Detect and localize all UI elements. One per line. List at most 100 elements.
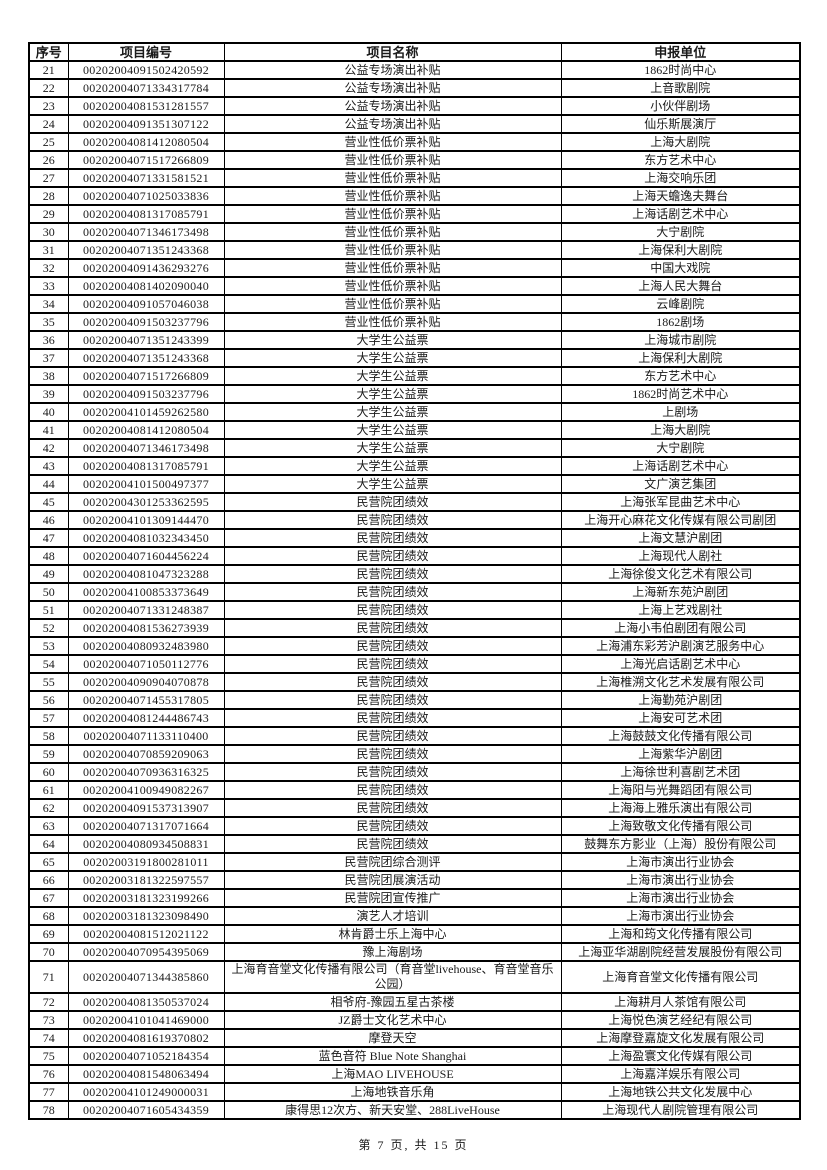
table-row: 57 00202004081244486743 民营院团绩效 上海安可艺术团 xyxy=(28,708,801,728)
cell-name: 民营院团绩效 xyxy=(223,600,562,620)
cell-code: 00202004071604456224 xyxy=(67,546,225,566)
cell-code: 00202004071334317784 xyxy=(67,78,225,98)
cell-org: 上海致敬文化传播有限公司 xyxy=(560,816,801,836)
cell-code: 00202004101500497377 xyxy=(67,474,225,494)
table-row: 55 00202004090904070878 民营院团绩效 上海椎溯文化艺术发展有限… xyxy=(28,672,801,692)
cell-org: 上海大剧院 xyxy=(560,420,801,440)
table-row: 64 00202004080934508831 民营院团绩效 鼓舞东方影业（上海）股份… xyxy=(28,834,801,854)
cell-code: 00202004101459262580 xyxy=(67,402,225,422)
cell-no: 27 xyxy=(28,168,69,188)
cell-code: 00202004081412080504 xyxy=(67,132,225,152)
cell-no: 58 xyxy=(28,726,69,746)
cell-code: 00202004071317071664 xyxy=(67,816,225,836)
cell-no: 77 xyxy=(28,1082,69,1102)
cell-org: 上海话剧艺术中心 xyxy=(560,204,801,224)
cell-no: 61 xyxy=(28,780,69,800)
cell-no: 62 xyxy=(28,798,69,818)
cell-org: 1862时尚中心 xyxy=(560,60,801,80)
cell-org: 上海地铁公共文化发展中心 xyxy=(560,1082,801,1102)
cell-org: 上海阳与光舞蹈团有限公司 xyxy=(560,780,801,800)
table-row: 59 00202004070859209063 民营院团绩效 上海紫华沪剧团 xyxy=(28,744,801,764)
cell-name: 公益专场演出补贴 xyxy=(223,78,562,98)
table-row: 74 00202004081619370802 摩登天空 上海摩登嘉旋文化发展有限公司 xyxy=(28,1028,801,1048)
cell-no: 53 xyxy=(28,636,69,656)
table-body: 21 00202004091502420592 公益专场演出补贴 1862时尚中心 22… xyxy=(28,60,801,1120)
cell-code: 00202004081244486743 xyxy=(67,708,225,728)
cell-code: 00202004071052184354 xyxy=(67,1046,225,1066)
cell-no: 60 xyxy=(28,762,69,782)
cell-code: 00202004081317085791 xyxy=(67,204,225,224)
cell-org: 上海新东苑沪剧团 xyxy=(560,582,801,602)
cell-name: 上海MAO LIVEHOUSE xyxy=(223,1064,562,1084)
cell-code: 00202004091436293276 xyxy=(67,258,225,278)
table-row: 50 00202004100853373649 民营院团绩效 上海新东苑沪剧团 xyxy=(28,582,801,602)
cell-name: 民营院团绩效 xyxy=(223,672,562,692)
cell-org: 上海交响乐团 xyxy=(560,168,801,188)
cell-org: 上海勤苑沪剧团 xyxy=(560,690,801,710)
cell-org: 上海海上雅乐演出有限公司 xyxy=(560,798,801,818)
cell-name: 营业性低价票补贴 xyxy=(223,294,562,314)
cell-no: 29 xyxy=(28,204,69,224)
cell-code: 00202003181323098490 xyxy=(67,906,225,926)
cell-no: 56 xyxy=(28,690,69,710)
cell-org: 上海现代人剧院管理有限公司 xyxy=(560,1100,801,1120)
table-row: 21 00202004091502420592 公益专场演出补贴 1862时尚中心 xyxy=(28,60,801,80)
cell-no: 52 xyxy=(28,618,69,638)
cell-org: 上海耕月人茶馆有限公司 xyxy=(560,992,801,1012)
cell-name: 上海育音堂文化传播有限公司（育音堂livehouse、育音堂音乐公园） xyxy=(223,960,562,994)
cell-no: 71 xyxy=(28,960,69,994)
cell-org: 东方艺术中心 xyxy=(560,150,801,170)
cell-org: 上海和筠文化传播有限公司 xyxy=(560,924,801,944)
table-row: 69 00202004081512021122 林肯爵士乐上海中心 上海和筠文化传播有… xyxy=(28,924,801,944)
cell-org: 上海文慧沪剧团 xyxy=(560,528,801,548)
project-table: 序号 项目编号 项目名称 申报单位 21 00202004091502420592 公益专… xyxy=(28,42,801,1120)
table-row: 28 00202004071025033836 营业性低价票补贴 上海天蟾逸夫舞台 xyxy=(28,186,801,206)
cell-code: 00202003181322597557 xyxy=(67,870,225,890)
cell-no: 32 xyxy=(28,258,69,278)
cell-code: 00202004071517266809 xyxy=(67,150,225,170)
cell-no: 34 xyxy=(28,294,69,314)
cell-code: 00202004301253362595 xyxy=(67,492,225,512)
cell-name: 营业性低价票补贴 xyxy=(223,204,562,224)
cell-name: 民营院团绩效 xyxy=(223,564,562,584)
cell-name: 营业性低价票补贴 xyxy=(223,258,562,278)
cell-org: 上海光启话剧艺术中心 xyxy=(560,654,801,674)
cell-name: 民营院团宣传推广 xyxy=(223,888,562,908)
cell-no: 76 xyxy=(28,1064,69,1084)
table-row: 31 00202004071351243368 营业性低价票补贴 上海保利大剧院 xyxy=(28,240,801,260)
cell-code: 00202004071455317805 xyxy=(67,690,225,710)
cell-code: 00202004081412080504 xyxy=(67,420,225,440)
cell-name: 营业性低价票补贴 xyxy=(223,132,562,152)
cell-name: 大学生公益票 xyxy=(223,456,562,476)
cell-no: 55 xyxy=(28,672,69,692)
cell-no: 42 xyxy=(28,438,69,458)
cell-code: 00202004071331248387 xyxy=(67,600,225,620)
cell-no: 43 xyxy=(28,456,69,476)
cell-code: 00202004071517266809 xyxy=(67,366,225,386)
cell-no: 69 xyxy=(28,924,69,944)
cell-no: 66 xyxy=(28,870,69,890)
cell-name: 民营院团绩效 xyxy=(223,546,562,566)
table-row: 53 00202004080932483980 民营院团绩效 上海浦东彩芳沪剧演艺服务… xyxy=(28,636,801,656)
cell-no: 47 xyxy=(28,528,69,548)
cell-code: 00202004100853373649 xyxy=(67,582,225,602)
cell-code: 00202004071605434359 xyxy=(67,1100,225,1120)
cell-name: 民营院团绩效 xyxy=(223,690,562,710)
table-row: 46 00202004101309144470 民营院团绩效 上海开心麻花文化传媒有限… xyxy=(28,510,801,530)
cell-name: 民营院团展演活动 xyxy=(223,870,562,890)
cell-no: 45 xyxy=(28,492,69,512)
table-row: 77 00202004101249000031 上海地铁音乐角 上海地铁公共文化发展中… xyxy=(28,1082,801,1102)
cell-name: 民营院团绩效 xyxy=(223,834,562,854)
table-row: 35 00202004091503237796 营业性低价票补贴 1862剧场 xyxy=(28,312,801,332)
cell-name: 民营院团绩效 xyxy=(223,708,562,728)
cell-code: 00202004081317085791 xyxy=(67,456,225,476)
cell-no: 75 xyxy=(28,1046,69,1066)
cell-org: 上海盈寰文化传媒有限公司 xyxy=(560,1046,801,1066)
cell-name: 民营院团绩效 xyxy=(223,798,562,818)
cell-code: 00202004071351243368 xyxy=(67,348,225,368)
cell-code: 00202004081536273939 xyxy=(67,618,225,638)
cell-org: 上海市演出行业协会 xyxy=(560,906,801,926)
table-row: 33 00202004081402090040 营业性低价票补贴 上海人民大舞台 xyxy=(28,276,801,296)
cell-no: 64 xyxy=(28,834,69,854)
cell-org: 中国大戏院 xyxy=(560,258,801,278)
